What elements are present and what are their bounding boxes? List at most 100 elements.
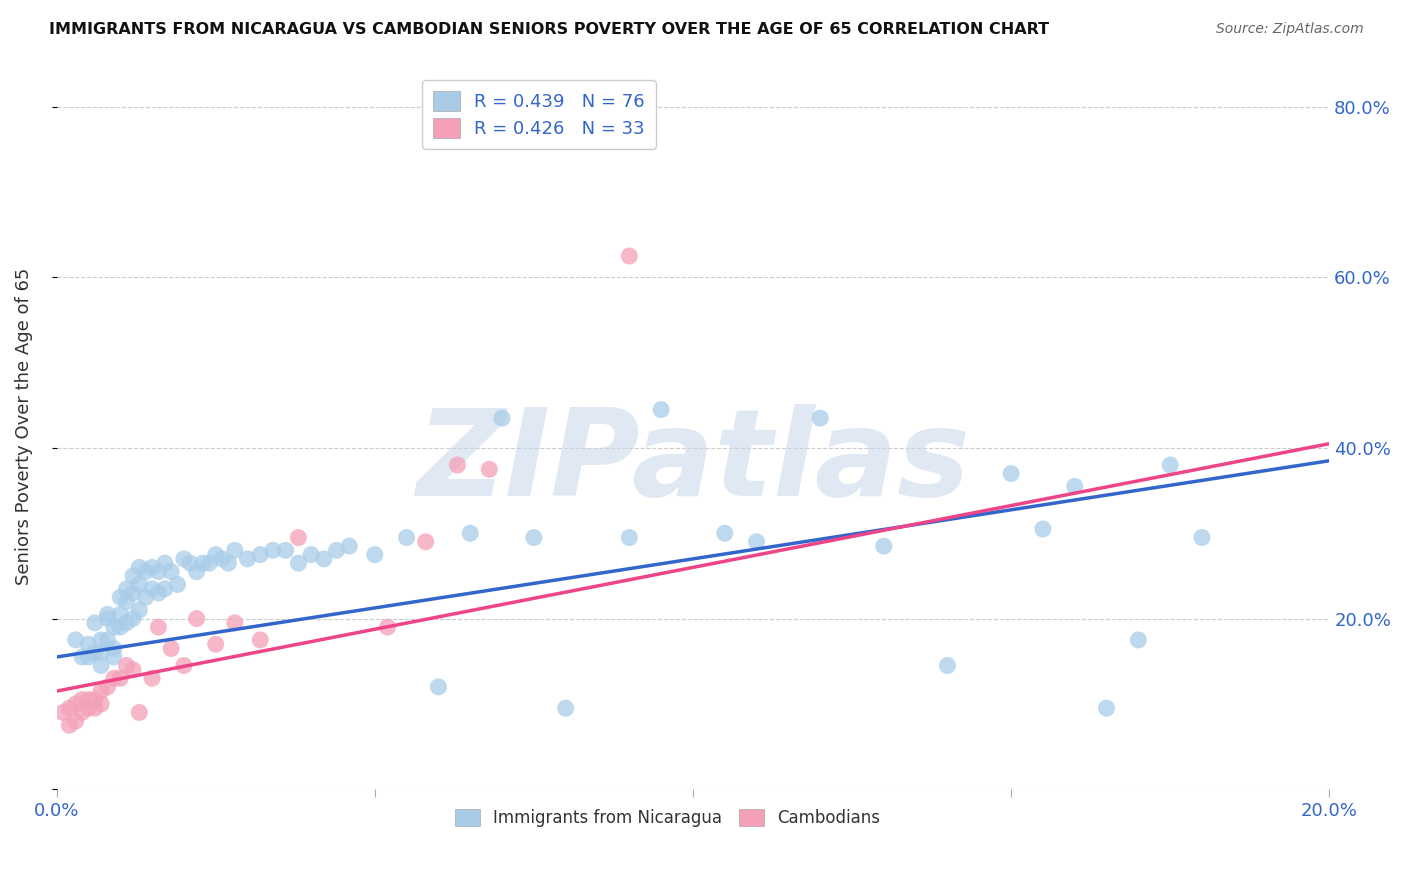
- Point: [96, 680, 118, 694]
- Point: [491, 411, 513, 425]
- Point: [198, 556, 221, 570]
- Point: [65, 632, 87, 647]
- Point: [554, 701, 576, 715]
- Point: [135, 565, 157, 579]
- Point: [458, 526, 481, 541]
- Text: ZIPatlas: ZIPatlas: [416, 404, 970, 522]
- Point: [77, 637, 100, 651]
- Point: [103, 620, 125, 634]
- Point: [122, 586, 145, 600]
- Point: [58, 718, 80, 732]
- Point: [77, 650, 100, 665]
- Point: [224, 543, 246, 558]
- Point: [70, 706, 93, 720]
- Point: [1191, 531, 1213, 545]
- Point: [274, 543, 297, 558]
- Point: [415, 534, 437, 549]
- Point: [103, 671, 125, 685]
- Point: [135, 591, 157, 605]
- Point: [211, 552, 233, 566]
- Point: [1128, 632, 1150, 647]
- Point: [122, 611, 145, 625]
- Point: [83, 615, 105, 630]
- Point: [1063, 479, 1085, 493]
- Point: [808, 411, 831, 425]
- Point: [713, 526, 735, 541]
- Point: [619, 249, 641, 263]
- Point: [122, 569, 145, 583]
- Point: [128, 603, 150, 617]
- Point: [96, 607, 118, 622]
- Point: [148, 565, 170, 579]
- Point: [77, 701, 100, 715]
- Point: [299, 548, 322, 562]
- Point: [249, 632, 271, 647]
- Point: [186, 611, 208, 625]
- Point: [224, 615, 246, 630]
- Point: [1000, 467, 1022, 481]
- Point: [287, 531, 309, 545]
- Point: [115, 582, 138, 596]
- Point: [427, 680, 450, 694]
- Point: [90, 684, 112, 698]
- Point: [122, 663, 145, 677]
- Point: [83, 646, 105, 660]
- Point: [312, 552, 335, 566]
- Point: [148, 586, 170, 600]
- Legend: Immigrants from Nicaragua, Cambodians: Immigrants from Nicaragua, Cambodians: [447, 800, 889, 835]
- Point: [173, 552, 195, 566]
- Point: [52, 706, 75, 720]
- Point: [523, 531, 546, 545]
- Point: [166, 577, 188, 591]
- Point: [364, 548, 387, 562]
- Point: [217, 556, 239, 570]
- Point: [191, 556, 214, 570]
- Point: [1159, 458, 1181, 472]
- Point: [395, 531, 418, 545]
- Point: [103, 650, 125, 665]
- Point: [204, 637, 226, 651]
- Point: [236, 552, 259, 566]
- Point: [262, 543, 284, 558]
- Point: [70, 650, 93, 665]
- Point: [141, 582, 163, 596]
- Point: [115, 615, 138, 630]
- Point: [287, 556, 309, 570]
- Point: [249, 548, 271, 562]
- Point: [77, 692, 100, 706]
- Point: [83, 701, 105, 715]
- Point: [65, 714, 87, 728]
- Point: [115, 658, 138, 673]
- Point: [148, 620, 170, 634]
- Point: [153, 582, 176, 596]
- Point: [141, 671, 163, 685]
- Point: [173, 658, 195, 673]
- Point: [1095, 701, 1118, 715]
- Point: [58, 701, 80, 715]
- Point: [90, 658, 112, 673]
- Point: [204, 548, 226, 562]
- Point: [936, 658, 959, 673]
- Point: [873, 539, 896, 553]
- Point: [446, 458, 468, 472]
- Point: [128, 577, 150, 591]
- Point: [619, 531, 641, 545]
- Point: [337, 539, 360, 553]
- Point: [70, 692, 93, 706]
- Point: [128, 560, 150, 574]
- Point: [96, 632, 118, 647]
- Point: [90, 632, 112, 647]
- Point: [103, 641, 125, 656]
- Point: [160, 565, 183, 579]
- Point: [325, 543, 347, 558]
- Point: [478, 462, 501, 476]
- Point: [115, 594, 138, 608]
- Point: [179, 556, 201, 570]
- Point: [90, 697, 112, 711]
- Point: [745, 534, 768, 549]
- Point: [65, 697, 87, 711]
- Point: [110, 607, 132, 622]
- Point: [141, 560, 163, 574]
- Point: [377, 620, 399, 634]
- Y-axis label: Seniors Poverty Over the Age of 65: Seniors Poverty Over the Age of 65: [15, 268, 32, 585]
